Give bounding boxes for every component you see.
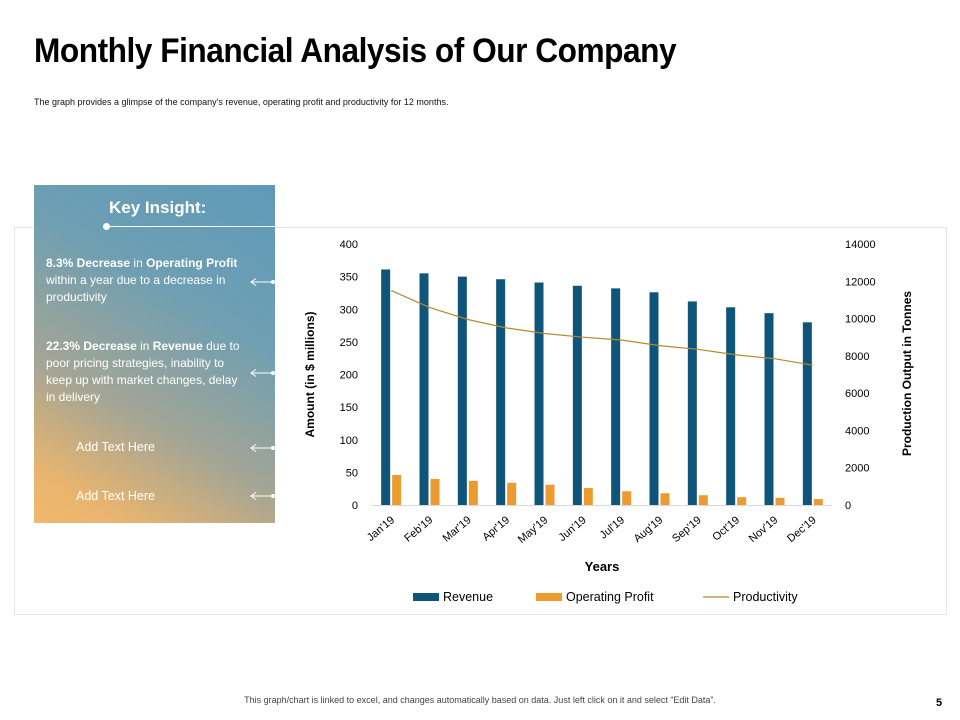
operating-profit-bar	[545, 484, 555, 505]
operating-profit-bar	[468, 480, 478, 505]
revenue-bar	[802, 322, 812, 505]
y2-tick-label: 0	[845, 500, 851, 512]
y2-axis-title: Production Output in Tonnes	[900, 291, 914, 456]
x-tick-label: Sep'19	[670, 514, 704, 545]
revenue-bar	[572, 285, 582, 505]
insight-1-bold-b: Operating Profit	[146, 256, 238, 270]
revenue-bar	[726, 307, 736, 505]
revenue-bar	[649, 292, 659, 505]
operating-profit-bar	[392, 474, 402, 505]
x-tick-label: Feb'19	[402, 514, 435, 545]
revenue-bar	[381, 269, 391, 505]
footer-note: This graph/chart is linked to excel, and…	[244, 695, 716, 705]
y2-tick-label: 2000	[845, 463, 869, 475]
operating-profit-bar	[622, 491, 632, 505]
revenue-bar	[611, 288, 621, 505]
operating-profit-bar	[813, 499, 823, 505]
x-tick-label: Jan'19	[365, 514, 397, 544]
x-tick-label: Mar'19	[441, 514, 474, 545]
y-axis-title: Amount (in $ millions)	[303, 312, 317, 438]
productivity-line	[390, 290, 813, 366]
operating-profit-bar	[507, 482, 517, 505]
x-axis-title: Years	[585, 559, 620, 574]
placeholder-text-2[interactable]: Add Text Here	[76, 489, 155, 503]
x-tick-label: Apr'19	[480, 514, 512, 543]
y2-tick-label: 14000	[845, 239, 876, 251]
insight-item-1: 8.3% Decrease in Operating Profit within…	[46, 255, 241, 306]
insight-item-2: 22.3% Decrease in Revenue due to poor pr…	[46, 338, 241, 406]
y-tick-label: 250	[340, 337, 358, 349]
x-tick-label: Nov'19	[747, 514, 781, 545]
page-title: Monthly Financial Analysis of Our Compan…	[34, 32, 677, 70]
operating-profit-bar	[583, 488, 593, 505]
arrow-left-icon	[250, 444, 275, 452]
arrow-left-icon	[250, 492, 275, 500]
y-tick-label: 100	[340, 435, 358, 447]
x-tick-label: Dec'19	[785, 514, 819, 545]
y-tick-label: 300	[340, 304, 358, 316]
legend-swatch-operating-profit	[536, 593, 562, 601]
legend-swatch-revenue	[413, 593, 439, 601]
operating-profit-bar	[737, 497, 747, 505]
revenue-bar	[419, 273, 429, 505]
key-insight-heading: Key Insight:	[109, 198, 207, 217]
page-subtitle: The graph provides a glimpse of the comp…	[34, 97, 449, 107]
placeholder-text-1[interactable]: Add Text Here	[76, 440, 155, 454]
y2-tick-label: 12000	[845, 276, 876, 288]
legend-label-operating-profit: Operating Profit	[566, 590, 654, 604]
y2-tick-label: 10000	[845, 314, 876, 326]
x-tick-label: Jun'19	[556, 514, 588, 544]
y2-tick-label: 6000	[845, 388, 869, 400]
combo-chart[interactable]: 0501001502002503003504000200040006000800…	[15, 228, 948, 616]
chart-frame[interactable]: 0 50 100 150 200 250 300 350 400 0 2000 4000 6000 800…	[14, 227, 947, 615]
heading-divider-dot	[103, 223, 110, 230]
x-tick-label: Jul'19	[598, 514, 627, 541]
revenue-bar	[687, 301, 697, 505]
y-tick-label: 200	[340, 370, 358, 382]
revenue-bar	[457, 276, 467, 505]
insight-2-bold-a: 22.3% Decrease	[46, 339, 137, 353]
y-tick-label: 400	[340, 239, 358, 251]
x-tick-label: May'19	[516, 514, 551, 546]
operating-profit-bar	[698, 495, 708, 505]
insight-1-text-a: in	[130, 256, 147, 270]
operating-profit-bar	[430, 478, 440, 505]
insight-1-bold-a: 8.3% Decrease	[46, 256, 131, 270]
x-tick-label: Aug'19	[632, 514, 666, 545]
y-tick-label: 350	[340, 272, 358, 284]
y-tick-label: 0	[352, 500, 358, 512]
revenue-bar	[496, 279, 506, 505]
insight-2-bold-b: Revenue	[152, 339, 203, 353]
y-tick-label: 50	[346, 467, 358, 479]
insight-1-text-b: within a year due to a decrease in produ…	[46, 273, 226, 304]
legend-label-revenue: Revenue	[443, 590, 493, 604]
revenue-bar	[534, 282, 544, 505]
y2-tick-label: 8000	[845, 351, 869, 363]
heading-divider	[106, 226, 275, 227]
y-tick-label: 150	[340, 402, 358, 414]
insight-2-text-a: in	[136, 339, 153, 353]
key-insight-panel: Key Insight: 8.3% Decrease in Operating …	[34, 185, 275, 523]
insight-2-text-b: due to poor pricing strategies, inabilit…	[46, 339, 240, 404]
operating-profit-bar	[660, 493, 670, 505]
arrow-left-icon	[250, 369, 275, 377]
legend-label-productivity: Productivity	[733, 590, 798, 604]
x-tick-label: Oct'19	[710, 514, 742, 543]
page-number: 5	[936, 697, 943, 709]
revenue-bar	[764, 313, 774, 505]
y2-tick-label: 4000	[845, 425, 869, 437]
operating-profit-bar	[775, 497, 785, 505]
arrow-left-icon	[250, 278, 275, 286]
